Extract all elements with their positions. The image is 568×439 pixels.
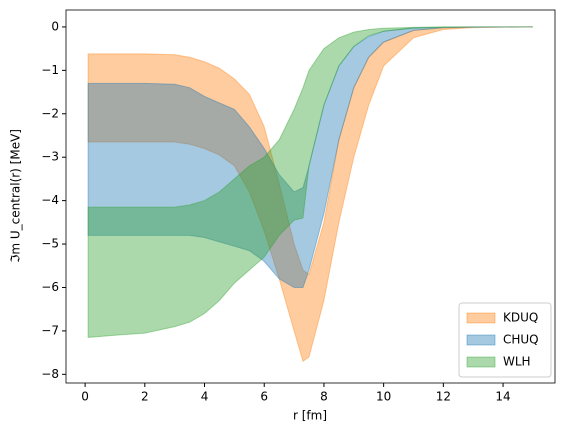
plot-frame [65,9,556,384]
x-axis-label: r [fm] [293,409,327,423]
y-tick-label: −6 [41,280,59,294]
legend-swatch [466,334,496,346]
legend-label: KDUQ [503,311,538,325]
y-tick-label: −5 [41,237,59,251]
y-tick-label: −1 [41,63,59,77]
y-tick-label: −8 [41,367,59,381]
y-tick-label: −7 [41,323,59,337]
legend-label: WLH [503,355,531,369]
x-tick-label: 0 [81,390,89,404]
band-area [87,26,533,363]
y-tick-label: −2 [41,106,59,120]
y-tick-label: 0 [51,19,59,33]
band-area [87,26,533,288]
y-tick-label: −3 [41,150,59,164]
y-axis-label: ℑm U_central(r) [MeV] [9,129,23,263]
x-tick-label: 8 [320,390,328,404]
x-tick-label: 14 [495,390,510,404]
band-area [87,26,533,338]
x-tick-label: 12 [436,390,451,404]
legend-swatch [466,312,496,324]
x-tick-label: 6 [260,390,268,404]
legend-box [458,302,552,378]
x-tick-label: 2 [141,390,149,404]
y-tick-label: −4 [41,193,59,207]
legend-label: CHUQ [503,333,539,347]
legend-swatch [466,356,496,368]
x-tick-label: 10 [376,390,391,404]
x-tick-label: 4 [201,390,209,404]
